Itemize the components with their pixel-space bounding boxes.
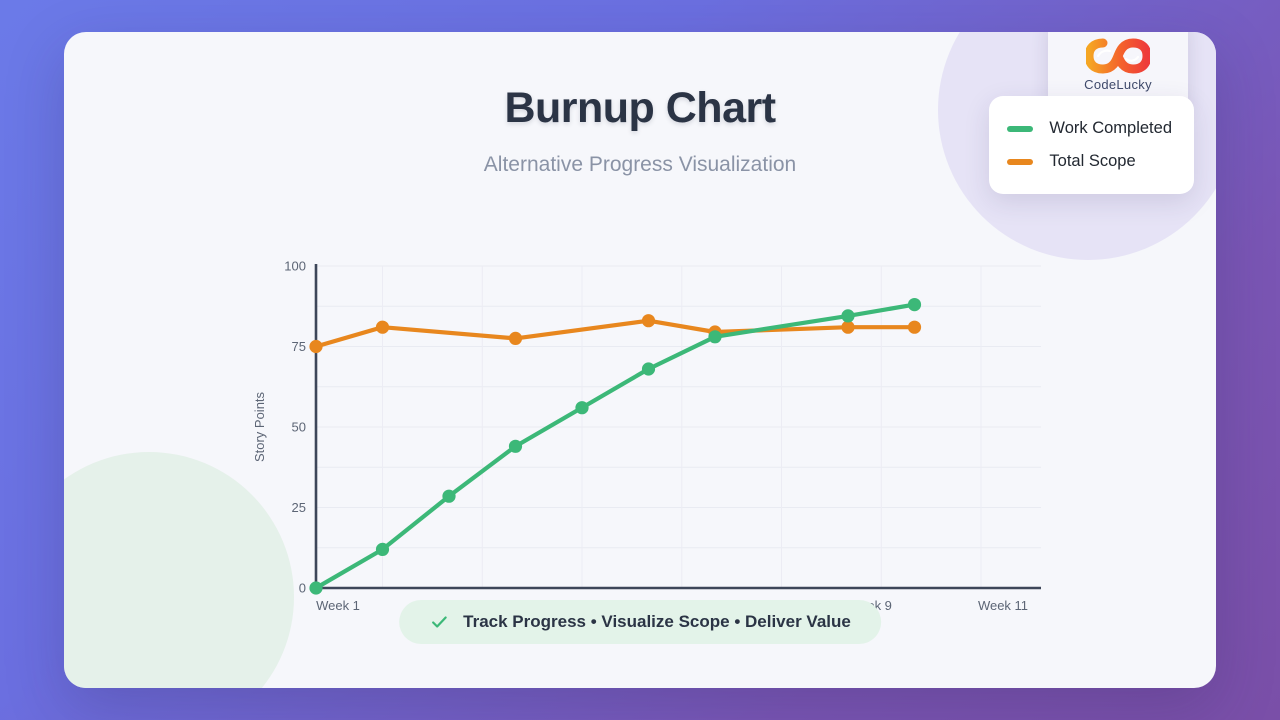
data-point[interactable] xyxy=(575,401,589,415)
legend-swatch-orange xyxy=(1007,158,1034,165)
y-tick-label: 50 xyxy=(292,420,306,435)
legend-item-total-scope[interactable]: Total Scope xyxy=(1007,145,1172,178)
chart-card: CodeLucky Burnup Chart Alternative Progr… xyxy=(64,32,1216,688)
footer-text: Track Progress • Visualize Scope • Deliv… xyxy=(463,612,851,631)
data-point[interactable] xyxy=(907,320,922,334)
check-icon xyxy=(432,616,447,628)
legend-label: Total Scope xyxy=(1049,152,1136,170)
y-axis-tick-labels: 0 25 50 75 100 xyxy=(284,259,306,596)
data-series-layer xyxy=(309,298,922,595)
data-point[interactable] xyxy=(375,320,390,334)
y-tick-label: 75 xyxy=(292,339,306,354)
brand-name: CodeLucky xyxy=(1084,76,1152,92)
data-point[interactable] xyxy=(508,331,523,345)
legend-swatch-green xyxy=(1007,125,1034,132)
chart-legend: Work Completed Total Scope xyxy=(989,96,1194,194)
y-tick-label: 0 xyxy=(299,581,306,596)
data-point[interactable] xyxy=(641,314,656,328)
gridlines xyxy=(316,265,1041,589)
axis-lines xyxy=(314,264,1041,590)
data-point[interactable] xyxy=(375,542,390,556)
series-work-completed xyxy=(309,298,922,595)
data-point[interactable] xyxy=(508,439,523,453)
page-subtitle: Alternative Progress Visualization xyxy=(483,153,797,176)
x-tick-label: Week 11 xyxy=(978,598,1028,613)
x-tick-label: Week 1 xyxy=(316,598,360,613)
footer-banner: Track Progress • Visualize Scope • Deliv… xyxy=(399,600,881,644)
series-line xyxy=(313,302,917,591)
page-title: Burnup Chart xyxy=(504,84,776,132)
data-point[interactable] xyxy=(309,339,323,354)
legend-label: Work Completed xyxy=(1049,119,1172,137)
legend-item-work-completed[interactable]: Work Completed xyxy=(1007,112,1172,145)
y-tick-label: 100 xyxy=(284,259,306,274)
data-point[interactable] xyxy=(641,362,656,376)
y-tick-label: 25 xyxy=(292,500,306,515)
data-point[interactable] xyxy=(309,581,323,595)
y-axis-title: Story Points xyxy=(252,391,267,462)
chart-header: Burnup Chart Alternative Progress Visual… xyxy=(64,84,1216,177)
data-point[interactable] xyxy=(442,489,456,503)
series-line xyxy=(313,318,917,349)
data-point[interactable] xyxy=(841,320,855,334)
y-axis-title-text: Story Points xyxy=(252,391,267,462)
infinity-loop-icon xyxy=(1086,37,1150,74)
data-point[interactable] xyxy=(907,298,922,312)
data-point[interactable] xyxy=(841,309,855,323)
data-point[interactable] xyxy=(708,330,722,344)
